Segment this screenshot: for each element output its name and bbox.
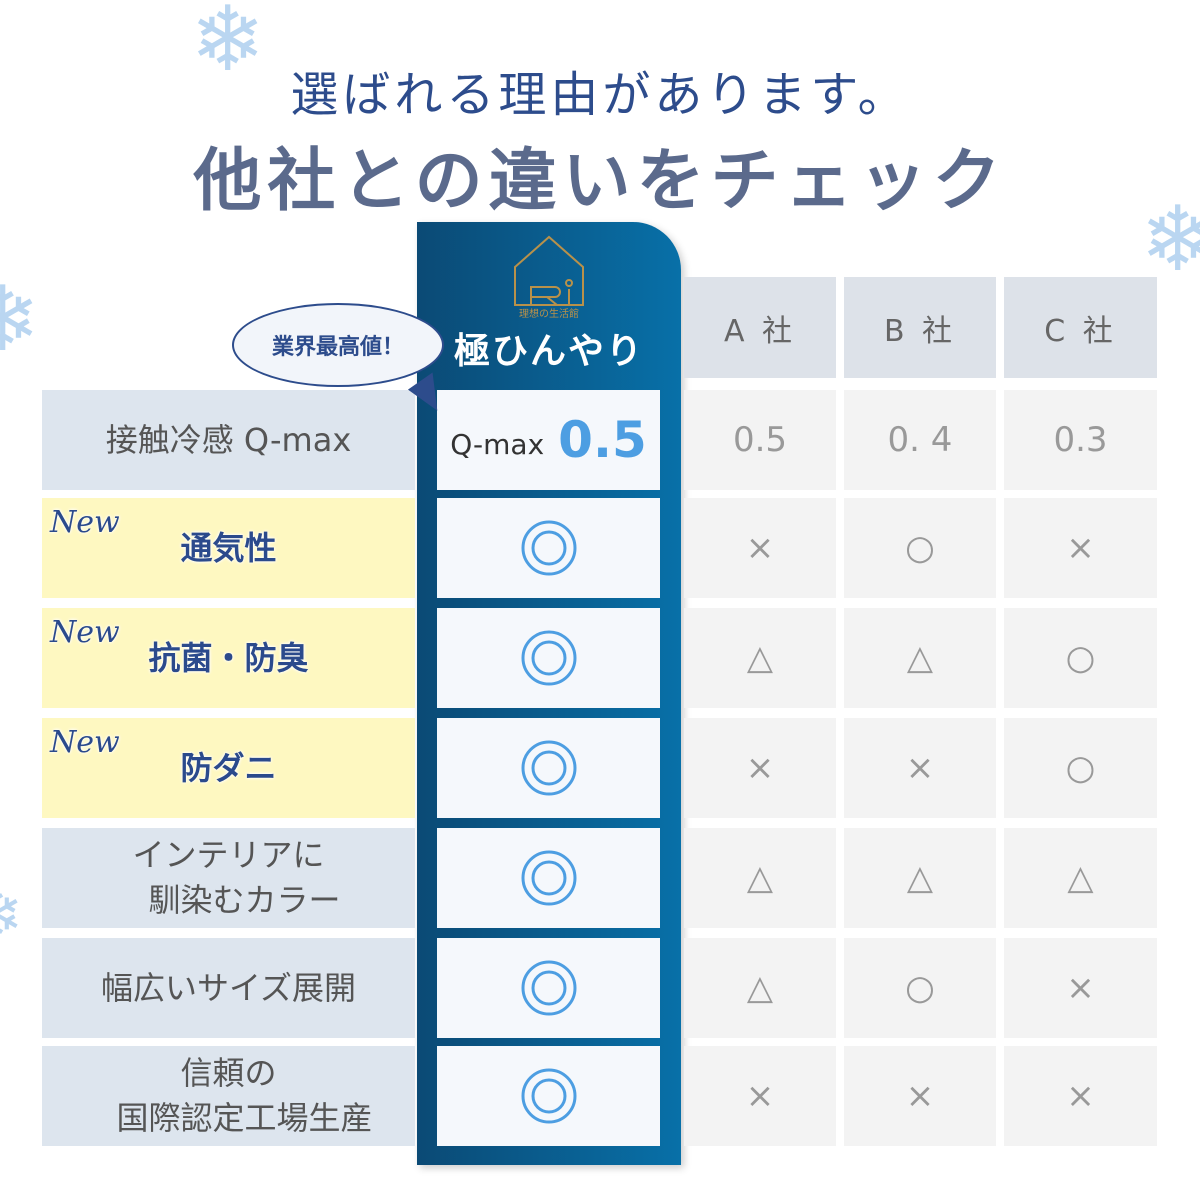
competitor-cell: △: [844, 608, 996, 708]
snowflake-icon: ❄: [1140, 187, 1200, 292]
row-label-text: 接触冷感 Q-max: [105, 420, 352, 459]
qmax-value: 0.5: [558, 411, 647, 469]
new-tag: New: [50, 615, 120, 650]
row-label: インテリアに 馴染むカラー: [42, 828, 415, 928]
our-cell: [437, 1046, 660, 1146]
competitor-cell: ×: [844, 718, 996, 818]
competitor-cell: △: [684, 828, 836, 928]
row-label: 幅広いサイズ展開: [42, 938, 415, 1038]
row-label-text: インテリアに 馴染むカラー: [132, 836, 341, 919]
competitor-cell: ×: [684, 718, 836, 818]
double-circle-icon: [521, 740, 576, 796]
competitor-cell: ○: [844, 498, 996, 598]
competitor-cell: ×: [844, 1046, 996, 1146]
row-label: New 防ダニ: [42, 718, 415, 818]
competitor-cell: ○: [844, 938, 996, 1038]
our-cell: [437, 608, 660, 708]
snowflake-icon: ❄: [0, 880, 24, 950]
row-label: 信頼の 国際認定工場生産: [42, 1046, 415, 1146]
competitor-cell: △: [684, 608, 836, 708]
row-label: 接触冷感 Q-max: [42, 390, 415, 490]
double-circle-icon: [521, 1068, 576, 1124]
competitor-cell: △: [1004, 828, 1157, 928]
row-label-text: 通気性: [180, 528, 277, 567]
our-cell: [437, 498, 660, 598]
new-tag: New: [50, 725, 120, 760]
new-tag: New: [50, 505, 120, 540]
competitor-cell: 0. 4: [844, 390, 996, 490]
competitor-cell: ×: [1004, 1046, 1157, 1146]
header-a: A 社: [684, 277, 836, 378]
competitor-cell: 0.3: [1004, 390, 1157, 490]
our-cell: [437, 828, 660, 928]
row-label-text: 幅広いサイズ展開: [100, 968, 357, 1007]
our-cell: [437, 938, 660, 1038]
competitor-cell: ×: [1004, 498, 1157, 598]
competitor-cell: ○: [1004, 608, 1157, 708]
double-circle-icon: [521, 850, 576, 906]
subtitle: 選ばれる理由があります。: [290, 67, 910, 123]
page-title: 他社との違いをチェック: [193, 142, 1007, 221]
logo-text: 理想の生活館: [519, 307, 579, 320]
competitor-cell: ×: [684, 498, 836, 598]
speech-bubble: 業界最高値！: [232, 303, 444, 387]
our-cell: Q-max 0.5: [437, 390, 660, 490]
row-label: New 通気性: [42, 498, 415, 598]
header-b: B 社: [844, 277, 996, 378]
snowflake-icon: ❄: [0, 267, 41, 372]
row-label-text: 信頼の 国際認定工場生産: [116, 1054, 373, 1137]
house-logo-icon: 理想の生活館: [514, 235, 584, 320]
double-circle-icon: [521, 630, 576, 686]
our-cell: [437, 718, 660, 818]
competitor-cell: ×: [684, 1046, 836, 1146]
row-label: New 抗菌・防臭: [42, 608, 415, 708]
header-c: C 社: [1004, 277, 1157, 378]
competitor-cell: ○: [1004, 718, 1157, 818]
competitor-cell: △: [684, 938, 836, 1038]
qmax-label: Q-max: [450, 427, 545, 461]
row-label-text: 防ダニ: [180, 748, 277, 787]
double-circle-icon: [521, 960, 576, 1016]
competitor-cell: ×: [1004, 938, 1157, 1038]
competitor-cell: △: [844, 828, 996, 928]
double-circle-icon: [521, 520, 576, 576]
row-label-text: 抗菌・防臭: [148, 638, 309, 677]
snowflake-icon: ❄: [190, 0, 266, 92]
competitor-cell: 0.5: [684, 390, 836, 490]
brand-name: 極ひんやり: [453, 330, 644, 372]
